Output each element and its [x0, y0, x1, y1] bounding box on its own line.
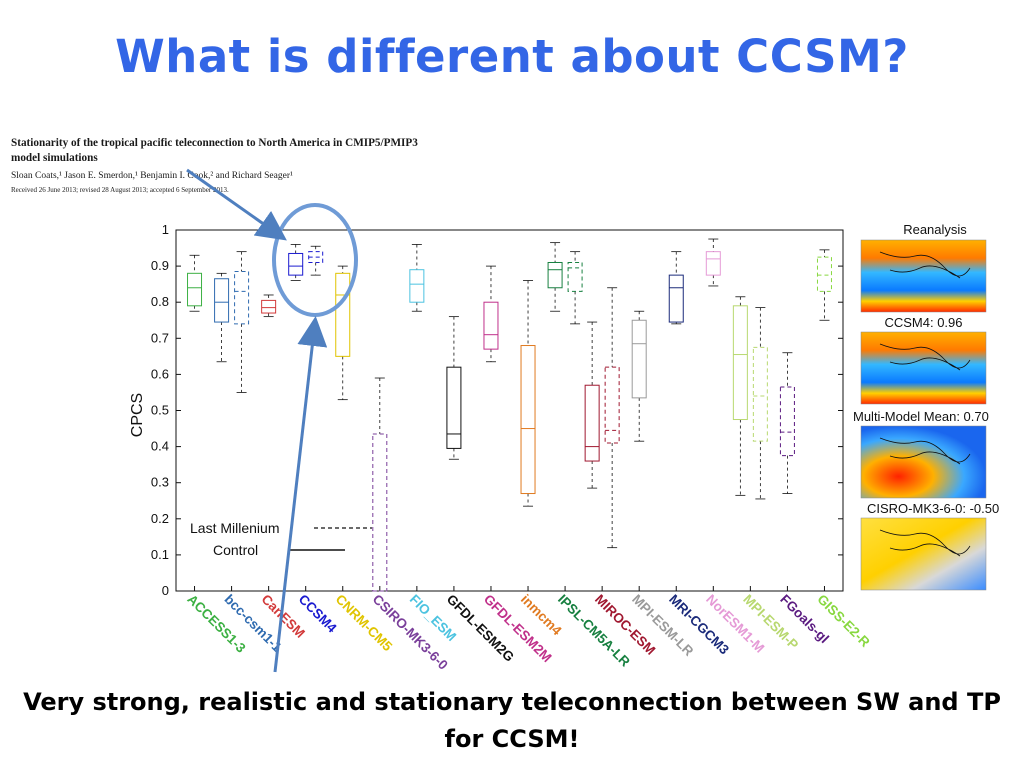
box-inmcm4-control	[520, 280, 536, 507]
paper-title: Stationarity of the tropical pacific tel…	[11, 137, 418, 164]
box-iqr	[732, 305, 748, 421]
box-miroc-esm-last-millenium	[604, 287, 620, 549]
box-noresm1-m-control	[705, 238, 721, 287]
box-cnrm-cm5-control	[335, 265, 351, 401]
box-iqr	[567, 261, 583, 292]
map-label-ccsm4: CCSM4: 0.96	[884, 315, 963, 330]
box-iqr	[547, 261, 563, 289]
x-axis-labels: ACCESS1-3bcc-csm1-1CanESMCCSM4CNRM-CM5CS…	[184, 592, 872, 673]
box-giss-e2-r-last-millenium	[816, 249, 832, 321]
box-iqr	[446, 366, 462, 449]
box-iqr	[705, 251, 721, 276]
box-miroc-esm-control	[584, 321, 600, 489]
annotation-arrow-caption	[273, 316, 328, 673]
box-gfdl-esm2g-control	[446, 316, 462, 460]
box-bcc-csm1-1-control	[214, 272, 230, 363]
box-access1-3-control	[187, 254, 203, 312]
box-fgoals-gl-last-millenium	[779, 352, 795, 494]
map-ccsm4-coastline	[879, 343, 971, 371]
y-axis-label: CPCS	[129, 393, 146, 437]
box-iqr	[520, 345, 536, 495]
y-tick-label: 0.5	[151, 403, 169, 418]
box-mri-cgcm3-control	[668, 251, 684, 325]
box-iqr	[584, 384, 600, 462]
box-ccsm4-control	[288, 244, 304, 281]
box-iqr	[372, 433, 388, 592]
highlight-circle	[272, 203, 358, 317]
y-tick-label: 1	[162, 222, 169, 237]
box-ipsl-cm5a-lr-last-millenium	[567, 251, 583, 325]
map-ccsm4-image	[860, 331, 987, 405]
box-ccsm4-last-millenium	[308, 245, 324, 276]
y-tick-label: 0.1	[151, 547, 169, 562]
box-iqr	[409, 269, 425, 303]
box-iqr	[214, 278, 230, 323]
annotation-arrow-title	[186, 168, 287, 241]
box-iqr	[261, 299, 277, 314]
box-iqr	[752, 346, 768, 442]
box-bcc-csm1-1-last-millenium	[234, 251, 250, 393]
paper-authors: Sloan Coats,¹ Jason E. Smerdon,¹ Benjami…	[11, 171, 293, 181]
box-iqr	[816, 256, 832, 292]
y-tick-label: 0.7	[151, 330, 169, 345]
box-iqr	[187, 272, 203, 307]
box-mpi-esm-lr-control	[631, 310, 647, 442]
paper-received: Received 26 June 2013; revised 28 August…	[11, 186, 229, 194]
legend: Last Millenium Control	[190, 520, 372, 558]
y-tick-label: 0.6	[151, 366, 169, 381]
box-iqr	[234, 271, 250, 325]
box-series-layer	[187, 238, 832, 592]
map-multi-model-mean-image	[860, 425, 987, 499]
y-tick-label: 0.9	[151, 258, 169, 273]
slide-caption: Very strong, realistic and stationary te…	[23, 688, 1001, 753]
box-iqr	[288, 252, 304, 276]
box-iqr	[631, 319, 647, 399]
map-label-multi-model-mean: Multi-Model Mean: 0.70	[853, 409, 989, 424]
map-reanalysis-image	[860, 239, 987, 313]
map-label-reanalysis: Reanalysis	[903, 222, 967, 237]
legend-label-control: Control	[213, 542, 258, 558]
map-label-csiro: CISRO-MK3-6-0: -0.50	[867, 501, 1000, 516]
y-tick-label: 0.4	[151, 439, 169, 454]
y-axis: 0 0.1 0.2 0.3 0.4 0.5 0.6 0.7 0.8 0.9 1 CPCS	[129, 222, 843, 598]
box-iqr	[668, 274, 684, 323]
paper-reference: Stationarity of the tropical pacific tel…	[11, 136, 431, 194]
box-mpi-esm-p-last-millenium	[752, 307, 768, 500]
y-tick-label: 0.3	[151, 475, 169, 490]
box-iqr	[779, 386, 795, 457]
map-multi-model-mean-coastline	[879, 437, 971, 465]
box-canesm-control	[261, 294, 277, 318]
map-csiro-coastline	[879, 529, 971, 557]
map-reanalysis-coastline	[879, 251, 971, 279]
box-csiro-mk3-6-0-last-millenium	[372, 377, 388, 592]
box-mpi-esm-p-control	[732, 296, 748, 496]
box-iqr	[604, 366, 620, 444]
box-ipsl-cm5a-lr-control	[547, 242, 563, 312]
y-tick-label: 0	[162, 583, 169, 598]
box-gfdl-esm2m-control	[483, 265, 499, 363]
y-tick-label: 0.2	[151, 511, 169, 526]
box-iqr	[335, 272, 351, 357]
box-iqr	[483, 301, 499, 350]
box-fio-esm-control	[409, 244, 425, 312]
y-tick-label: 0.8	[151, 294, 169, 309]
map-csiro-image	[860, 517, 987, 591]
legend-label-last-millenium: Last Millenium	[190, 520, 279, 536]
map-panels	[860, 239, 987, 591]
slide-title: What is different about CCSM?	[115, 30, 909, 83]
